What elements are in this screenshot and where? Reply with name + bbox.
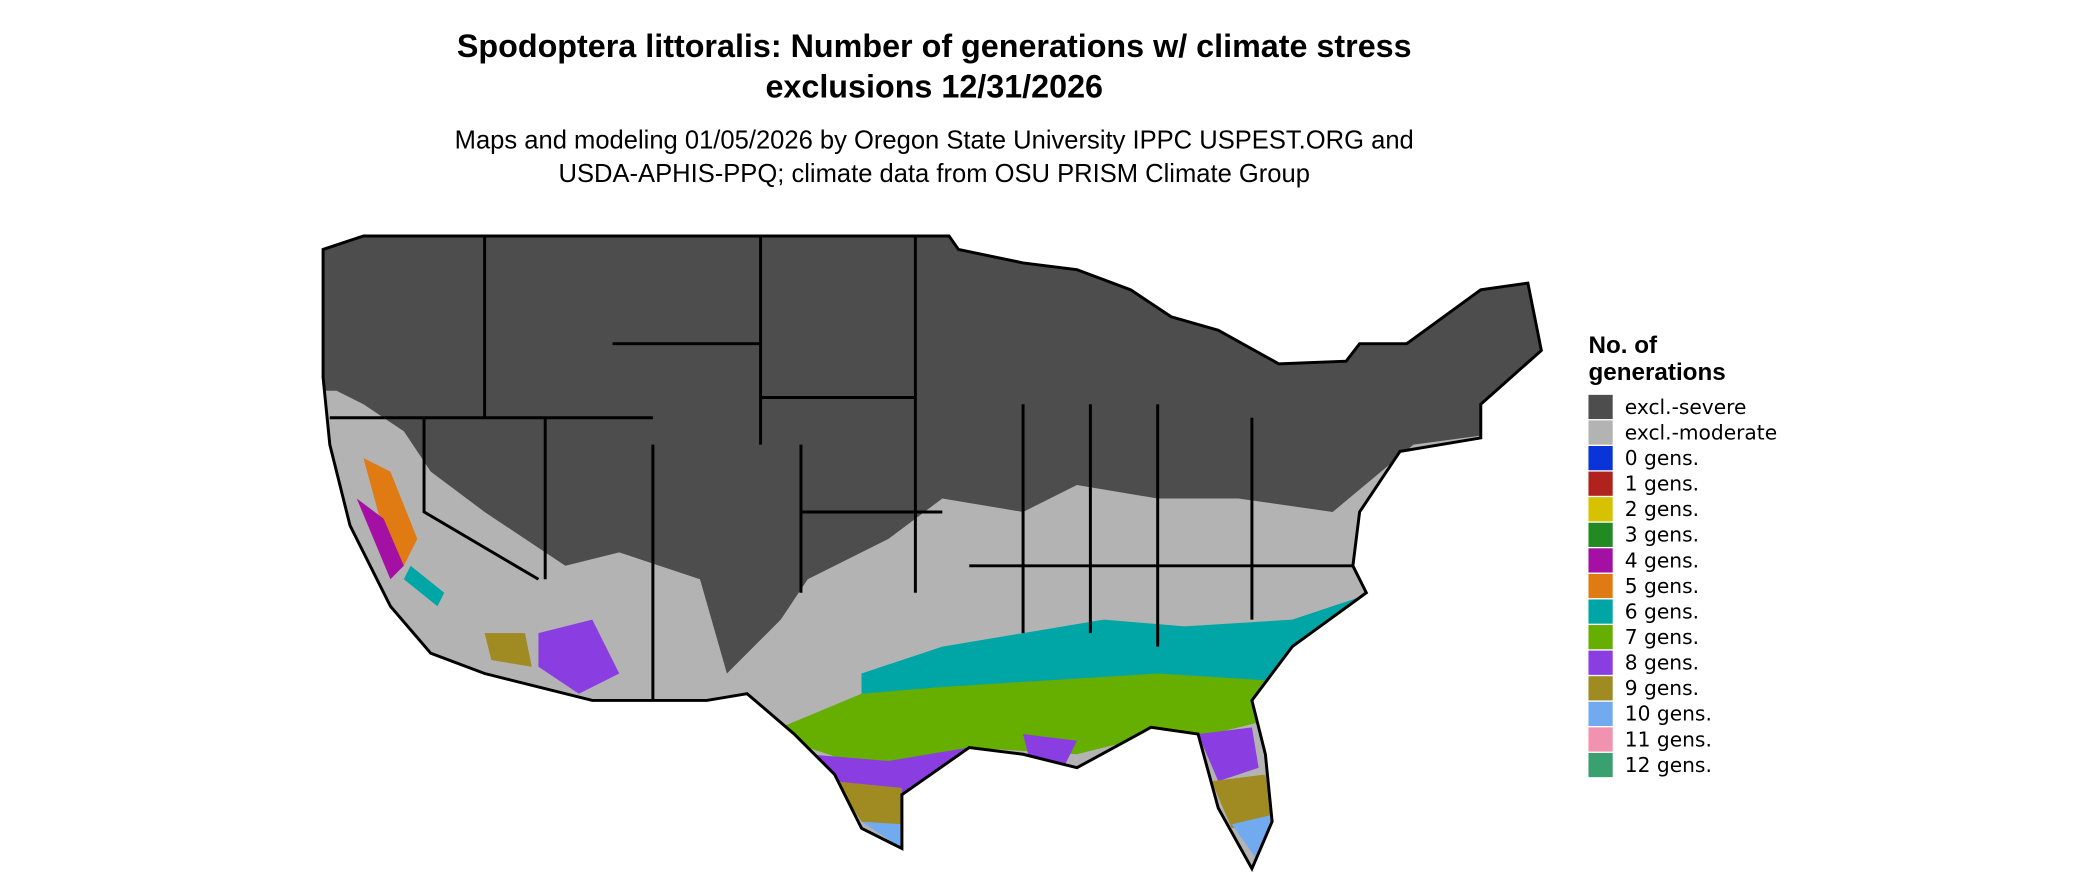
legend-swatch [1588,752,1613,778]
legend-label: 6 gens. [1625,599,1699,623]
legend-swatch [1588,471,1613,496]
legend-label: 4 gens. [1625,548,1699,572]
legend-swatch [1588,446,1613,471]
legend-swatch [1588,727,1613,752]
legend-swatch [1588,522,1613,547]
zone-4 [356,498,404,580]
zone-7 [780,646,1387,775]
legend-label: 0 gens. [1625,446,1699,470]
zone-5 [363,458,418,566]
legend-label: 12 gens. [1625,753,1712,777]
title-line: Spodoptera littoralis: Number of generat… [457,28,1412,64]
legend-label: 9 gens. [1625,676,1699,700]
legend-swatch [1588,650,1613,675]
legend-swatch [1588,420,1613,445]
legend-label: 7 gens. [1625,625,1699,649]
legend-label: 8 gens. [1625,651,1699,675]
zone-9 [484,633,1273,842]
legend-swatch [1588,701,1613,726]
zone-8 [538,619,1259,809]
legend-label: 1 gens. [1625,472,1699,496]
legend-label: excl.-severe [1625,395,1747,419]
title-line: exclusions 12/31/2026 [765,68,1103,104]
legend-label: 5 gens. [1625,574,1699,598]
legend-title-line: No. of [1588,332,1658,359]
subtitle-line: USDA-APHIS-PPQ; climate data from OSU PR… [559,160,1310,188]
legend-swatch [1588,394,1613,420]
legend-swatch [1588,573,1613,599]
map-area [323,235,1542,869]
legend-swatch [1588,548,1613,573]
legend-swatch [1588,676,1613,701]
legend-swatch [1588,599,1613,624]
legend-label: 3 gens. [1625,523,1699,547]
state-borders [329,235,1353,701]
zone-6 [403,565,445,607]
legend-swatch [1588,497,1613,522]
legend-swatch [1588,625,1613,650]
zone-10 [861,814,1273,862]
legend-label: excl.-moderate [1625,420,1777,444]
legend-label: 11 gens. [1625,727,1712,751]
legend-label: 2 gens. [1625,497,1699,521]
zone-6 [861,592,1387,701]
legend-title-line: generations [1588,359,1725,386]
subtitle-line: Maps and modeling 01/05/2026 by Oregon S… [455,127,1414,155]
legend-label: 10 gens. [1625,702,1712,726]
